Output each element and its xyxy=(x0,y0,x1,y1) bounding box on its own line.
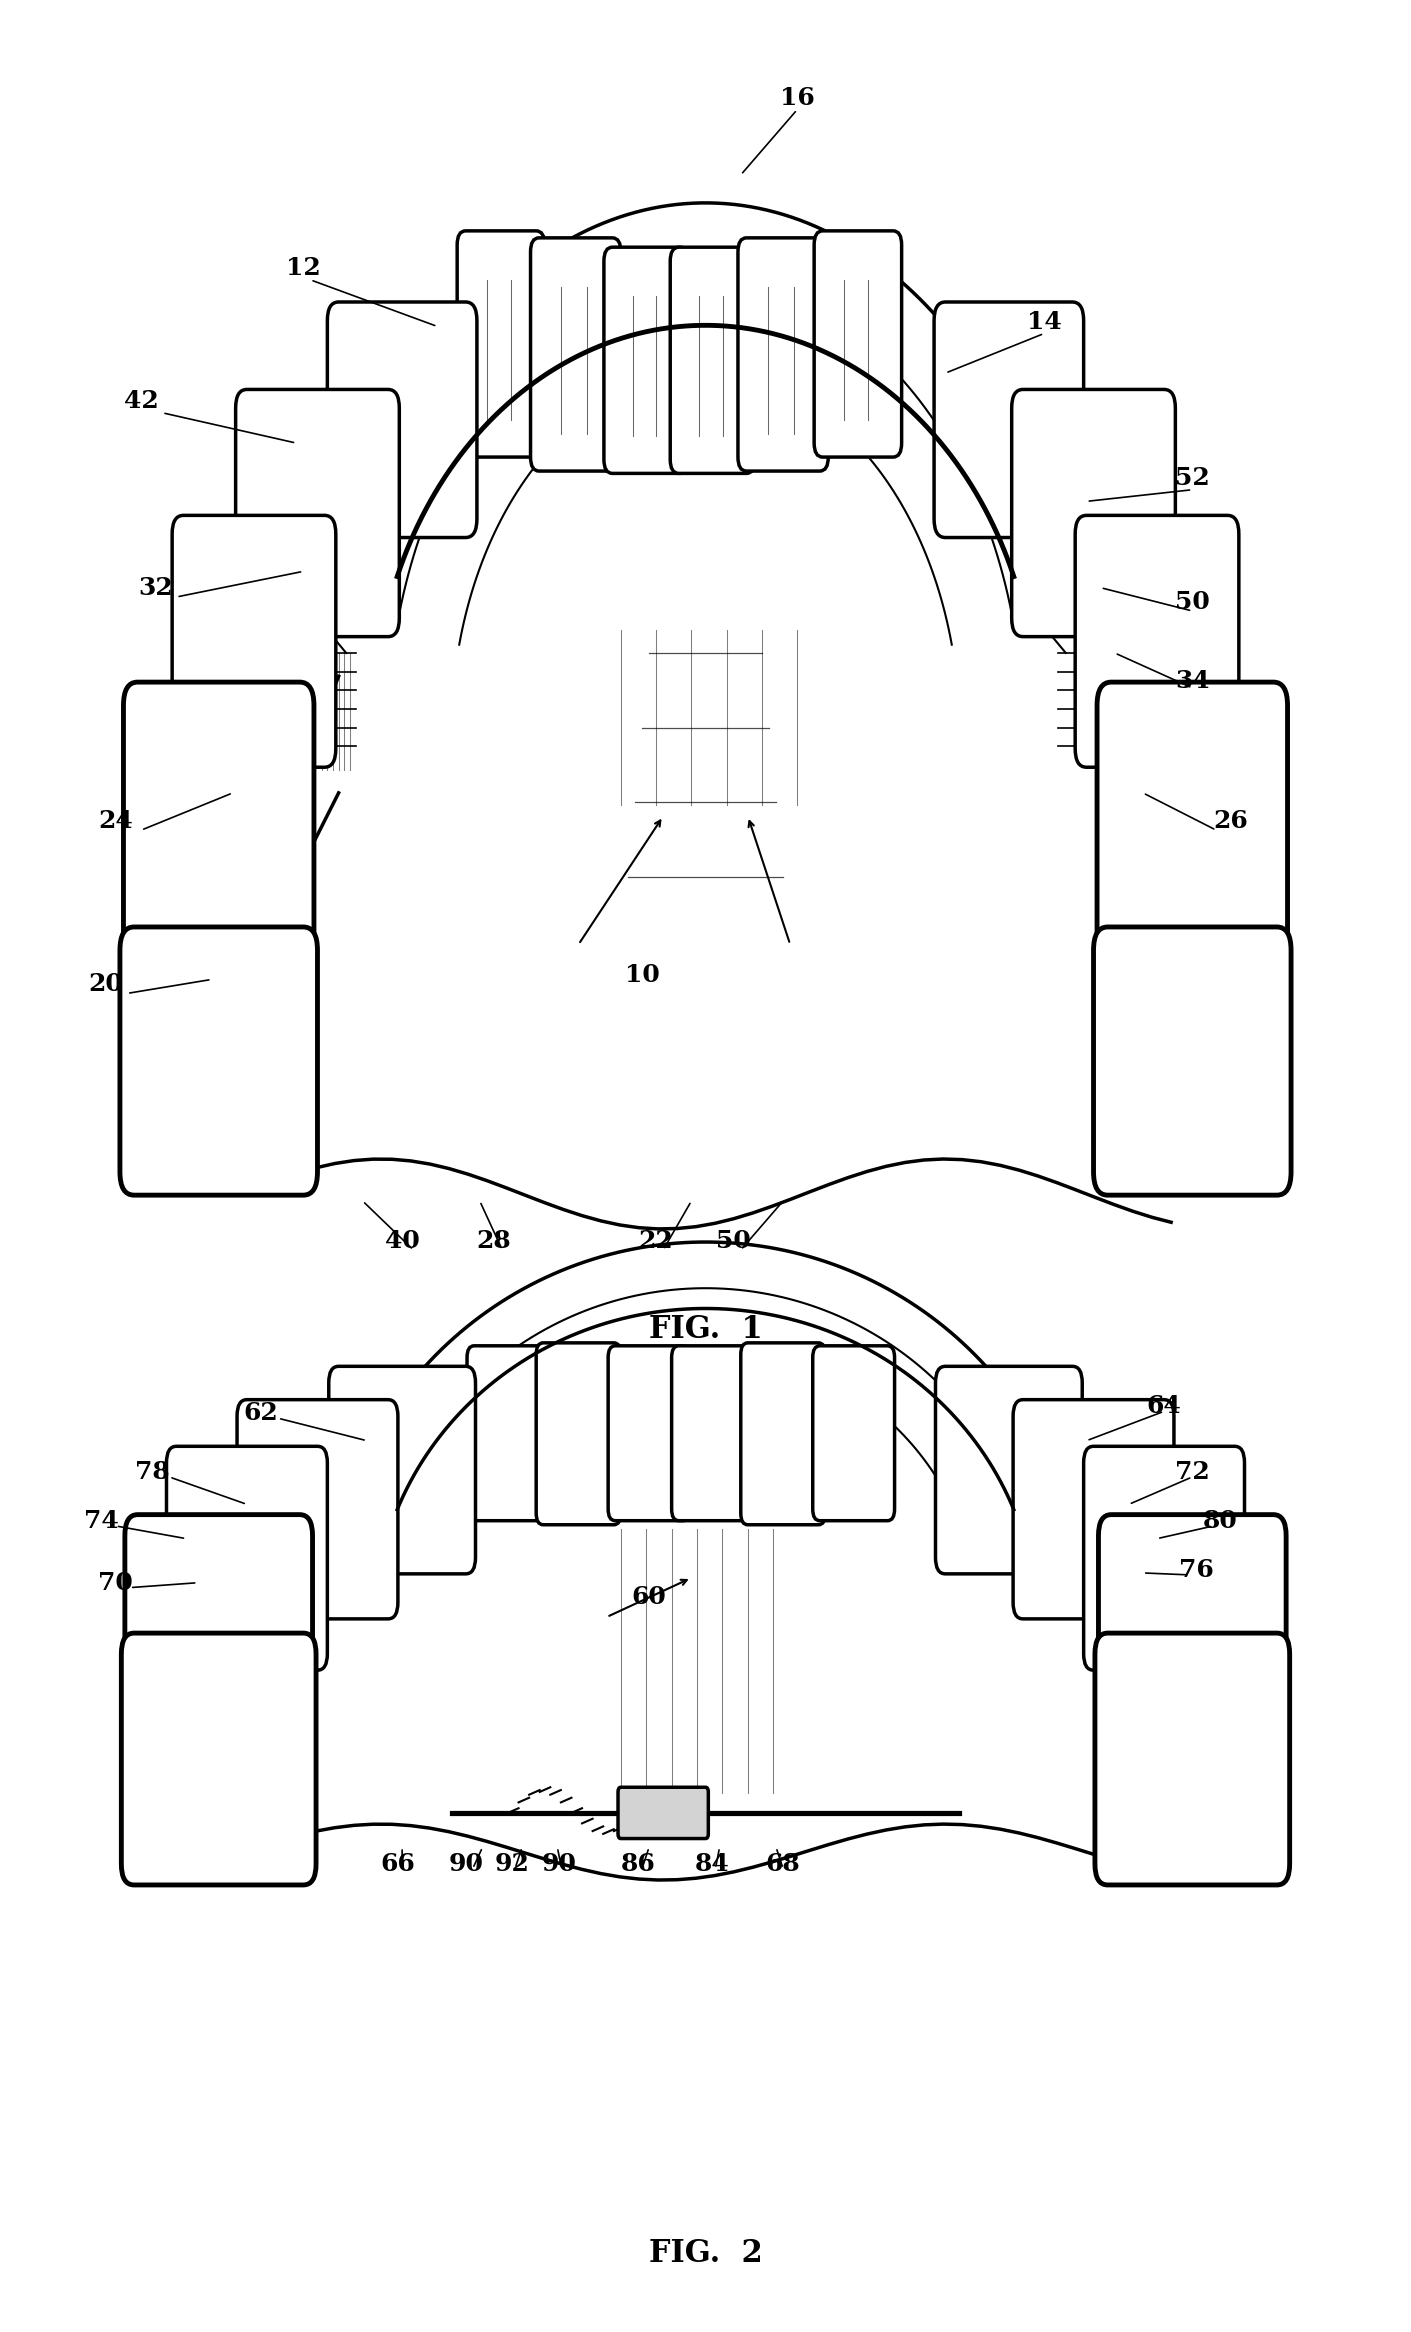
FancyBboxPatch shape xyxy=(457,231,545,457)
FancyBboxPatch shape xyxy=(467,1346,549,1520)
Text: 90: 90 xyxy=(542,1852,576,1875)
FancyBboxPatch shape xyxy=(536,1343,621,1525)
FancyBboxPatch shape xyxy=(604,247,689,473)
FancyBboxPatch shape xyxy=(1094,928,1291,1194)
FancyBboxPatch shape xyxy=(1099,1516,1287,1777)
Text: 62: 62 xyxy=(244,1402,278,1425)
FancyBboxPatch shape xyxy=(327,303,477,539)
Text: 60: 60 xyxy=(632,1586,666,1609)
Text: 68: 68 xyxy=(766,1852,800,1875)
FancyBboxPatch shape xyxy=(166,1446,327,1670)
Text: 76: 76 xyxy=(1180,1558,1213,1581)
Text: FIG.  2: FIG. 2 xyxy=(649,2239,762,2269)
Text: 66: 66 xyxy=(381,1852,415,1875)
Text: 20: 20 xyxy=(89,972,123,996)
Text: 24: 24 xyxy=(99,809,133,833)
Text: 40: 40 xyxy=(385,1229,419,1252)
FancyBboxPatch shape xyxy=(1012,389,1175,637)
Text: 26: 26 xyxy=(1213,809,1247,833)
Text: 74: 74 xyxy=(85,1509,119,1532)
FancyBboxPatch shape xyxy=(1075,515,1239,767)
Text: 52: 52 xyxy=(1175,466,1209,490)
Text: 10: 10 xyxy=(625,963,659,986)
FancyBboxPatch shape xyxy=(618,1786,708,1838)
Text: 50: 50 xyxy=(717,1229,751,1252)
Text: 72: 72 xyxy=(1175,1460,1209,1483)
FancyBboxPatch shape xyxy=(124,681,315,975)
FancyBboxPatch shape xyxy=(672,1346,753,1520)
FancyBboxPatch shape xyxy=(608,1346,690,1520)
FancyBboxPatch shape xyxy=(670,247,755,473)
Text: 80: 80 xyxy=(1204,1509,1237,1532)
FancyBboxPatch shape xyxy=(126,1516,313,1777)
FancyBboxPatch shape xyxy=(741,1343,825,1525)
Text: 86: 86 xyxy=(621,1852,655,1875)
FancyBboxPatch shape xyxy=(1013,1399,1174,1618)
FancyBboxPatch shape xyxy=(935,1367,1082,1574)
FancyBboxPatch shape xyxy=(1098,681,1287,975)
Text: 34: 34 xyxy=(1175,669,1209,693)
Text: 64: 64 xyxy=(1147,1395,1181,1418)
FancyBboxPatch shape xyxy=(120,928,317,1194)
Text: FIG.  1: FIG. 1 xyxy=(649,1313,762,1346)
Text: 50: 50 xyxy=(1175,590,1209,613)
Text: 92: 92 xyxy=(495,1852,529,1875)
FancyBboxPatch shape xyxy=(934,303,1084,539)
Text: 84: 84 xyxy=(696,1852,729,1875)
Text: 16: 16 xyxy=(780,86,814,110)
FancyBboxPatch shape xyxy=(121,1632,316,1884)
Text: 14: 14 xyxy=(1027,310,1061,333)
FancyBboxPatch shape xyxy=(738,238,828,471)
Text: 12: 12 xyxy=(286,257,320,280)
Text: 90: 90 xyxy=(449,1852,483,1875)
FancyBboxPatch shape xyxy=(172,515,336,767)
FancyBboxPatch shape xyxy=(531,238,621,471)
Text: 42: 42 xyxy=(124,389,158,413)
Text: 70: 70 xyxy=(99,1572,133,1595)
Text: 78: 78 xyxy=(135,1460,169,1483)
FancyBboxPatch shape xyxy=(237,1399,398,1618)
FancyBboxPatch shape xyxy=(1095,1632,1290,1884)
FancyBboxPatch shape xyxy=(814,231,902,457)
FancyBboxPatch shape xyxy=(813,1346,895,1520)
FancyBboxPatch shape xyxy=(236,389,399,637)
FancyBboxPatch shape xyxy=(1084,1446,1245,1670)
Text: 22: 22 xyxy=(639,1229,673,1252)
Text: 32: 32 xyxy=(138,576,172,599)
Text: 28: 28 xyxy=(477,1229,511,1252)
FancyBboxPatch shape xyxy=(329,1367,476,1574)
